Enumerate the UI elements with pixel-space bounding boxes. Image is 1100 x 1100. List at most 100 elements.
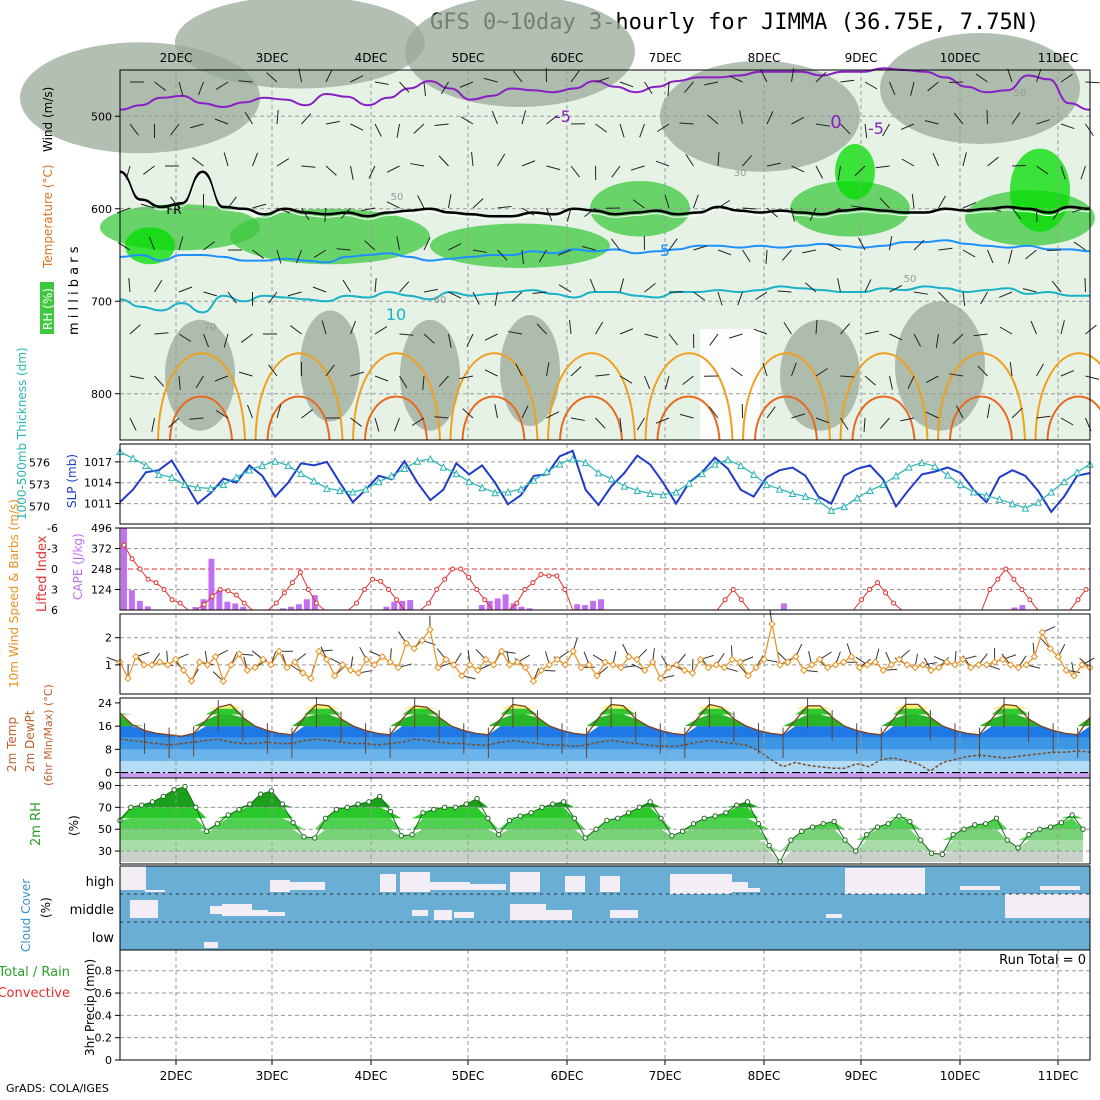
contour-label: 50 [904, 274, 917, 285]
lifted-index-point [201, 602, 207, 608]
y-tick-label: 2 [105, 632, 112, 645]
contour-label: FR [166, 203, 181, 217]
cape-bar [136, 600, 143, 610]
y-tick-label: 8 [105, 743, 112, 756]
wind-barb [889, 284, 903, 293]
cape-bar [1011, 607, 1018, 610]
wind-barb [611, 165, 621, 178]
lifted-index-point [458, 566, 464, 572]
wind-barb [301, 113, 312, 125]
thickness-point [530, 476, 538, 484]
rh-2m-point [214, 821, 221, 827]
slp-line [119, 449, 1091, 514]
lifted-index-point [137, 566, 143, 572]
wind-barb [815, 71, 827, 83]
thickness-tick-label: 570 [29, 501, 50, 514]
wind-barb [679, 122, 694, 125]
thickness-point [685, 479, 693, 487]
cloud-cover-block [204, 942, 218, 948]
rh-2m-point [138, 802, 145, 808]
thickness-point [1047, 487, 1056, 496]
wind-barb [1051, 280, 1062, 293]
thickness-point [400, 464, 409, 473]
wind-barb [154, 332, 169, 335]
cloud-cover-block [380, 874, 396, 892]
rh-2m-point [1015, 845, 1021, 851]
rh-2m-point [734, 802, 740, 808]
wind-speed-point [235, 650, 243, 658]
temp-2m-line [119, 703, 1091, 737]
lifted-index-point [177, 600, 183, 606]
lifted-index-point [482, 597, 488, 603]
wind-barb [840, 79, 855, 83]
rh-2m-band [120, 786, 1083, 808]
cloud-cover-block [748, 888, 760, 892]
wind-speed-point [195, 658, 204, 666]
isotherm-15-line [547, 352, 636, 441]
wind-speed-point [545, 661, 554, 669]
temp-band [120, 704, 1090, 709]
lifted-index-point [522, 587, 528, 592]
wind-barb [595, 321, 604, 335]
wind-barb [546, 411, 560, 419]
x-tick-label-top: 5DEC [452, 51, 485, 65]
wind-barb [980, 291, 988, 305]
wind-barb [168, 417, 180, 428]
wind-barb [815, 319, 818, 335]
wind-speed-point [855, 663, 864, 672]
wind-barb [394, 417, 400, 432]
wind-barb [837, 278, 841, 293]
y-tick-label: 700 [91, 295, 112, 308]
thickness-tick-label: 576 [29, 457, 50, 470]
thickness-point [646, 489, 655, 497]
thickness-point [866, 486, 874, 495]
lifted-index-point [161, 587, 167, 592]
thickness-point [555, 460, 564, 468]
wind-barb [889, 375, 893, 390]
thickness-point [788, 489, 797, 497]
rh-2m-point [993, 815, 1000, 821]
wind-barb [399, 81, 410, 93]
wind-speed-point [330, 672, 339, 680]
wind-barb [546, 165, 561, 171]
wind-barb [762, 362, 768, 377]
rh-2m-point [972, 822, 978, 828]
wind-barb [863, 417, 866, 433]
y-tick-label: 0.2 [95, 1032, 113, 1045]
rh-2m-point [203, 828, 210, 835]
wind-barb [619, 417, 622, 432]
thickness-point [672, 487, 680, 496]
wind-barb [471, 152, 474, 167]
rh-2m-point [431, 806, 437, 813]
isotherm-15-line [157, 352, 246, 441]
wind-barb [203, 241, 215, 251]
lifted-index-point [538, 571, 544, 577]
isotherm-20-line [169, 395, 233, 441]
rh-2m-point [1037, 826, 1043, 832]
wind-speed-point [839, 658, 848, 666]
wind-speed-point [911, 663, 919, 672]
rh-2m-unit-label: (%) [67, 815, 81, 836]
lifted-index-point [394, 597, 400, 603]
wind-speed-point [529, 677, 538, 685]
rh-2m-point [560, 799, 567, 805]
thickness-axis-label: 1000-500mb Thickness (dm) [15, 347, 29, 520]
wind-barb [422, 375, 425, 390]
rh-2m-point [928, 850, 935, 856]
y-tick-label: 50 [98, 823, 112, 836]
wind-barb [1072, 207, 1086, 213]
rh-2m-line [119, 786, 1084, 864]
wind-barb [693, 194, 699, 209]
wind-barb [901, 158, 915, 167]
rh-2m-point [690, 821, 697, 827]
rh-shade [835, 144, 875, 200]
wind-barb [423, 81, 426, 96]
wind-barb [570, 165, 581, 178]
thickness-point [943, 471, 952, 479]
thickness-point [659, 490, 668, 499]
wind-barb [1036, 415, 1051, 419]
wind-barb [935, 333, 939, 348]
wind-barb [911, 194, 915, 209]
wind-barb [178, 81, 184, 96]
